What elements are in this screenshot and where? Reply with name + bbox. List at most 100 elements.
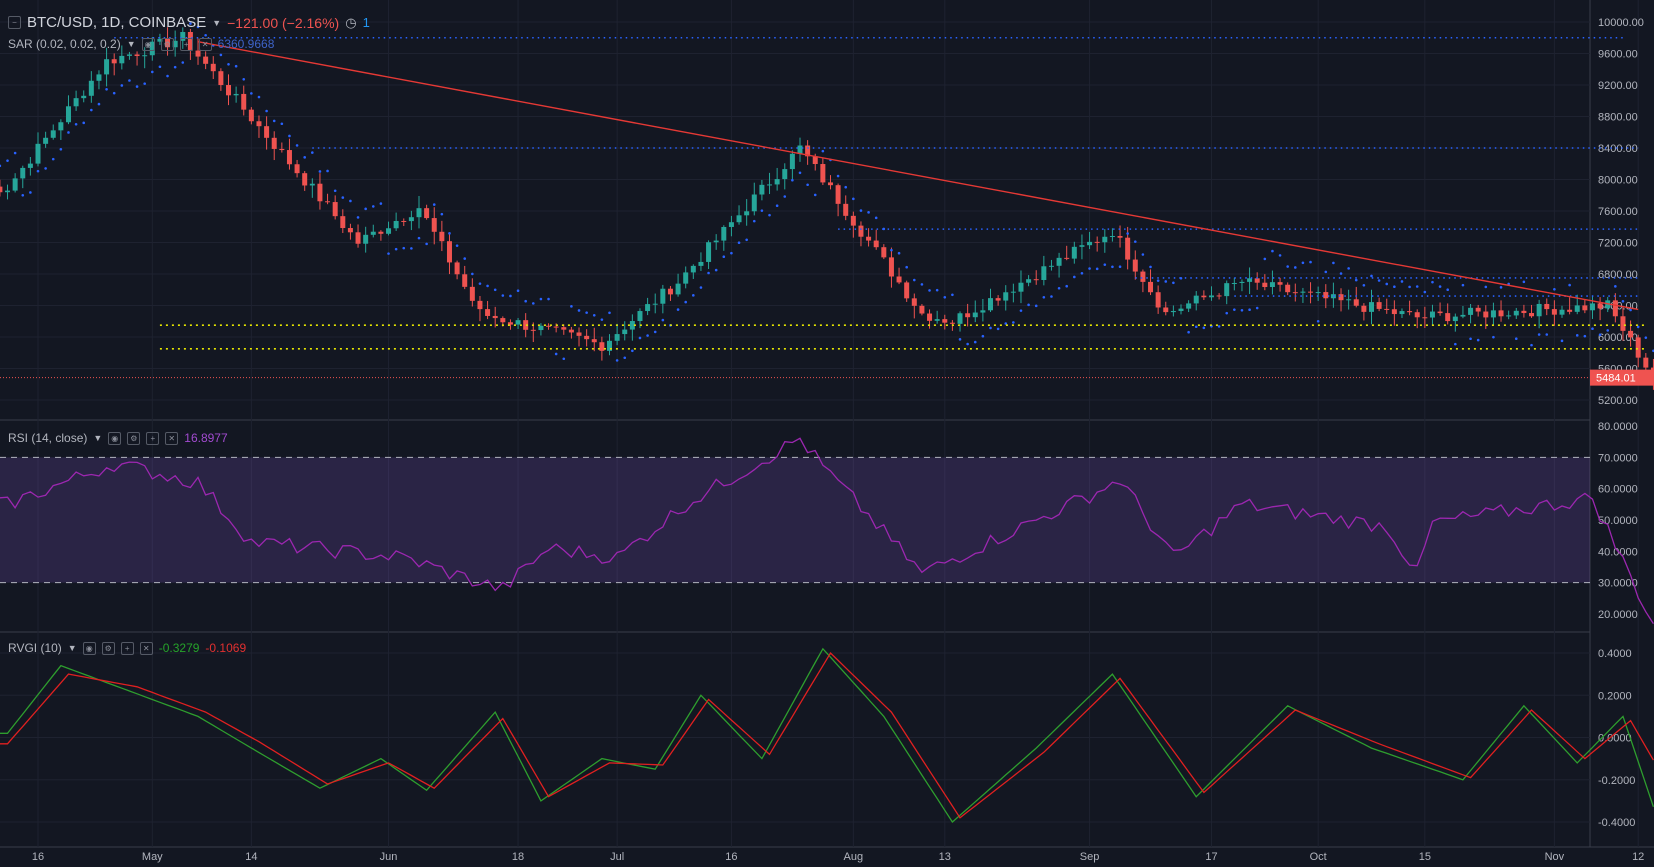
sar-legend: SAR (0.02, 0.02, 0.2) ▼ ◉ ⚙ + ✕ 6360.966… <box>8 37 274 51</box>
candle-body <box>0 186 3 193</box>
candle-body <box>888 257 894 277</box>
sar-dot <box>501 294 505 297</box>
alarm-clock-icon[interactable]: ◷ <box>345 14 357 30</box>
sar-dot <box>1263 257 1267 261</box>
candle-body <box>20 167 26 179</box>
candle-body <box>1468 307 1474 315</box>
chevron-down-icon[interactable]: ▼ <box>67 643 77 653</box>
sar-dot <box>1233 308 1236 311</box>
chevron-down-icon[interactable]: ▼ <box>93 433 103 443</box>
sar-dot <box>653 330 657 334</box>
candle-body <box>1026 279 1032 283</box>
sar-dot <box>1301 261 1305 265</box>
sar-dot <box>288 134 291 138</box>
sar-dot <box>341 196 345 199</box>
candle-body <box>218 71 224 86</box>
candle-body <box>789 153 795 170</box>
candle-body <box>1201 295 1207 298</box>
sar-dot <box>1415 285 1419 288</box>
sar-label[interactable]: SAR (0.02, 0.02, 0.2) <box>8 37 121 51</box>
plus-icon[interactable]: + <box>120 641 134 655</box>
sar-dot <box>356 216 360 219</box>
candle-body <box>454 262 460 275</box>
eye-icon[interactable]: ◉ <box>141 37 155 51</box>
candle-body <box>431 218 437 232</box>
candle-body <box>195 50 201 57</box>
sar-dot <box>493 288 497 292</box>
sar-dot <box>1339 272 1343 275</box>
candle-body <box>683 272 689 284</box>
sar-dot <box>1575 334 1579 337</box>
rsi-axis-label: 70.0000 <box>1598 452 1638 464</box>
candle-body <box>317 183 323 202</box>
candle-body <box>1407 311 1413 313</box>
candle-body <box>1475 307 1481 312</box>
sar-dot <box>905 265 908 269</box>
time-axis-label: 12 <box>1632 851 1644 863</box>
candle-body <box>1346 299 1352 301</box>
candle-body <box>126 54 132 56</box>
sar-dot <box>585 311 588 314</box>
sar-dot <box>1537 333 1541 336</box>
candle-body <box>210 63 216 72</box>
candle-body <box>1041 266 1047 281</box>
rsi-band <box>0 457 1590 583</box>
plus-icon[interactable]: + <box>179 37 193 51</box>
collapse-icon[interactable]: − <box>8 16 21 29</box>
sar-dot <box>1644 336 1648 339</box>
sar-dot <box>852 197 855 201</box>
candle-body <box>690 265 696 273</box>
sar-dot <box>1004 322 1008 325</box>
sar-dot <box>1362 283 1366 287</box>
candle-body <box>1620 316 1626 331</box>
candle-body <box>1140 271 1146 282</box>
plus-icon[interactable]: + <box>146 431 160 445</box>
sar-dot <box>631 349 634 353</box>
candle-body <box>134 54 140 57</box>
candle-body <box>157 38 163 42</box>
sar-dot <box>1126 232 1129 235</box>
symbol-title[interactable]: BTC/USD, 1D, COINBASE <box>27 14 207 31</box>
sar-dot <box>714 268 718 272</box>
gear-icon[interactable]: ⚙ <box>101 641 115 655</box>
close-icon[interactable]: ✕ <box>198 37 212 51</box>
candle-body <box>637 311 643 322</box>
chevron-down-icon[interactable]: ▼ <box>126 39 136 49</box>
close-icon[interactable]: ✕ <box>139 641 153 655</box>
rsi-label[interactable]: RSI (14, close) <box>8 431 88 445</box>
price-axis-label: 7600.00 <box>1598 206 1638 218</box>
candle-body <box>1521 310 1527 314</box>
price-axis-label: 8800.00 <box>1598 112 1638 124</box>
gear-icon[interactable]: ⚙ <box>160 37 174 51</box>
eye-icon[interactable]: ◉ <box>82 641 96 655</box>
candle-body <box>1079 245 1085 247</box>
candle-body <box>1071 246 1077 259</box>
sar-dot <box>989 326 992 330</box>
sar-dot <box>539 297 543 301</box>
alert-count: 1 <box>362 15 370 30</box>
sar-dot <box>737 241 741 245</box>
eye-icon[interactable]: ◉ <box>108 431 122 445</box>
candle-body <box>751 194 757 212</box>
candle-body <box>1536 303 1542 317</box>
candle-body <box>553 326 559 328</box>
rvgi-value: -0.3279 <box>158 641 200 655</box>
candle-body <box>561 327 567 330</box>
candle-body <box>835 185 841 204</box>
candle-body <box>1224 283 1230 297</box>
candle-body <box>866 236 872 241</box>
sar-dot <box>394 247 398 251</box>
candle-body <box>325 201 331 203</box>
candle-body <box>111 59 117 64</box>
sar-dot <box>638 336 642 340</box>
candle-body <box>65 106 71 123</box>
candle-body <box>1361 305 1367 312</box>
chevron-down-icon[interactable]: ▼ <box>212 17 222 28</box>
rvgi-label[interactable]: RVGI (10) <box>8 641 62 655</box>
sar-dot <box>752 219 756 223</box>
sar-dot <box>1172 281 1175 285</box>
gear-icon[interactable]: ⚙ <box>127 431 141 445</box>
candle-body <box>1506 315 1512 317</box>
close-icon[interactable]: ✕ <box>165 431 179 445</box>
